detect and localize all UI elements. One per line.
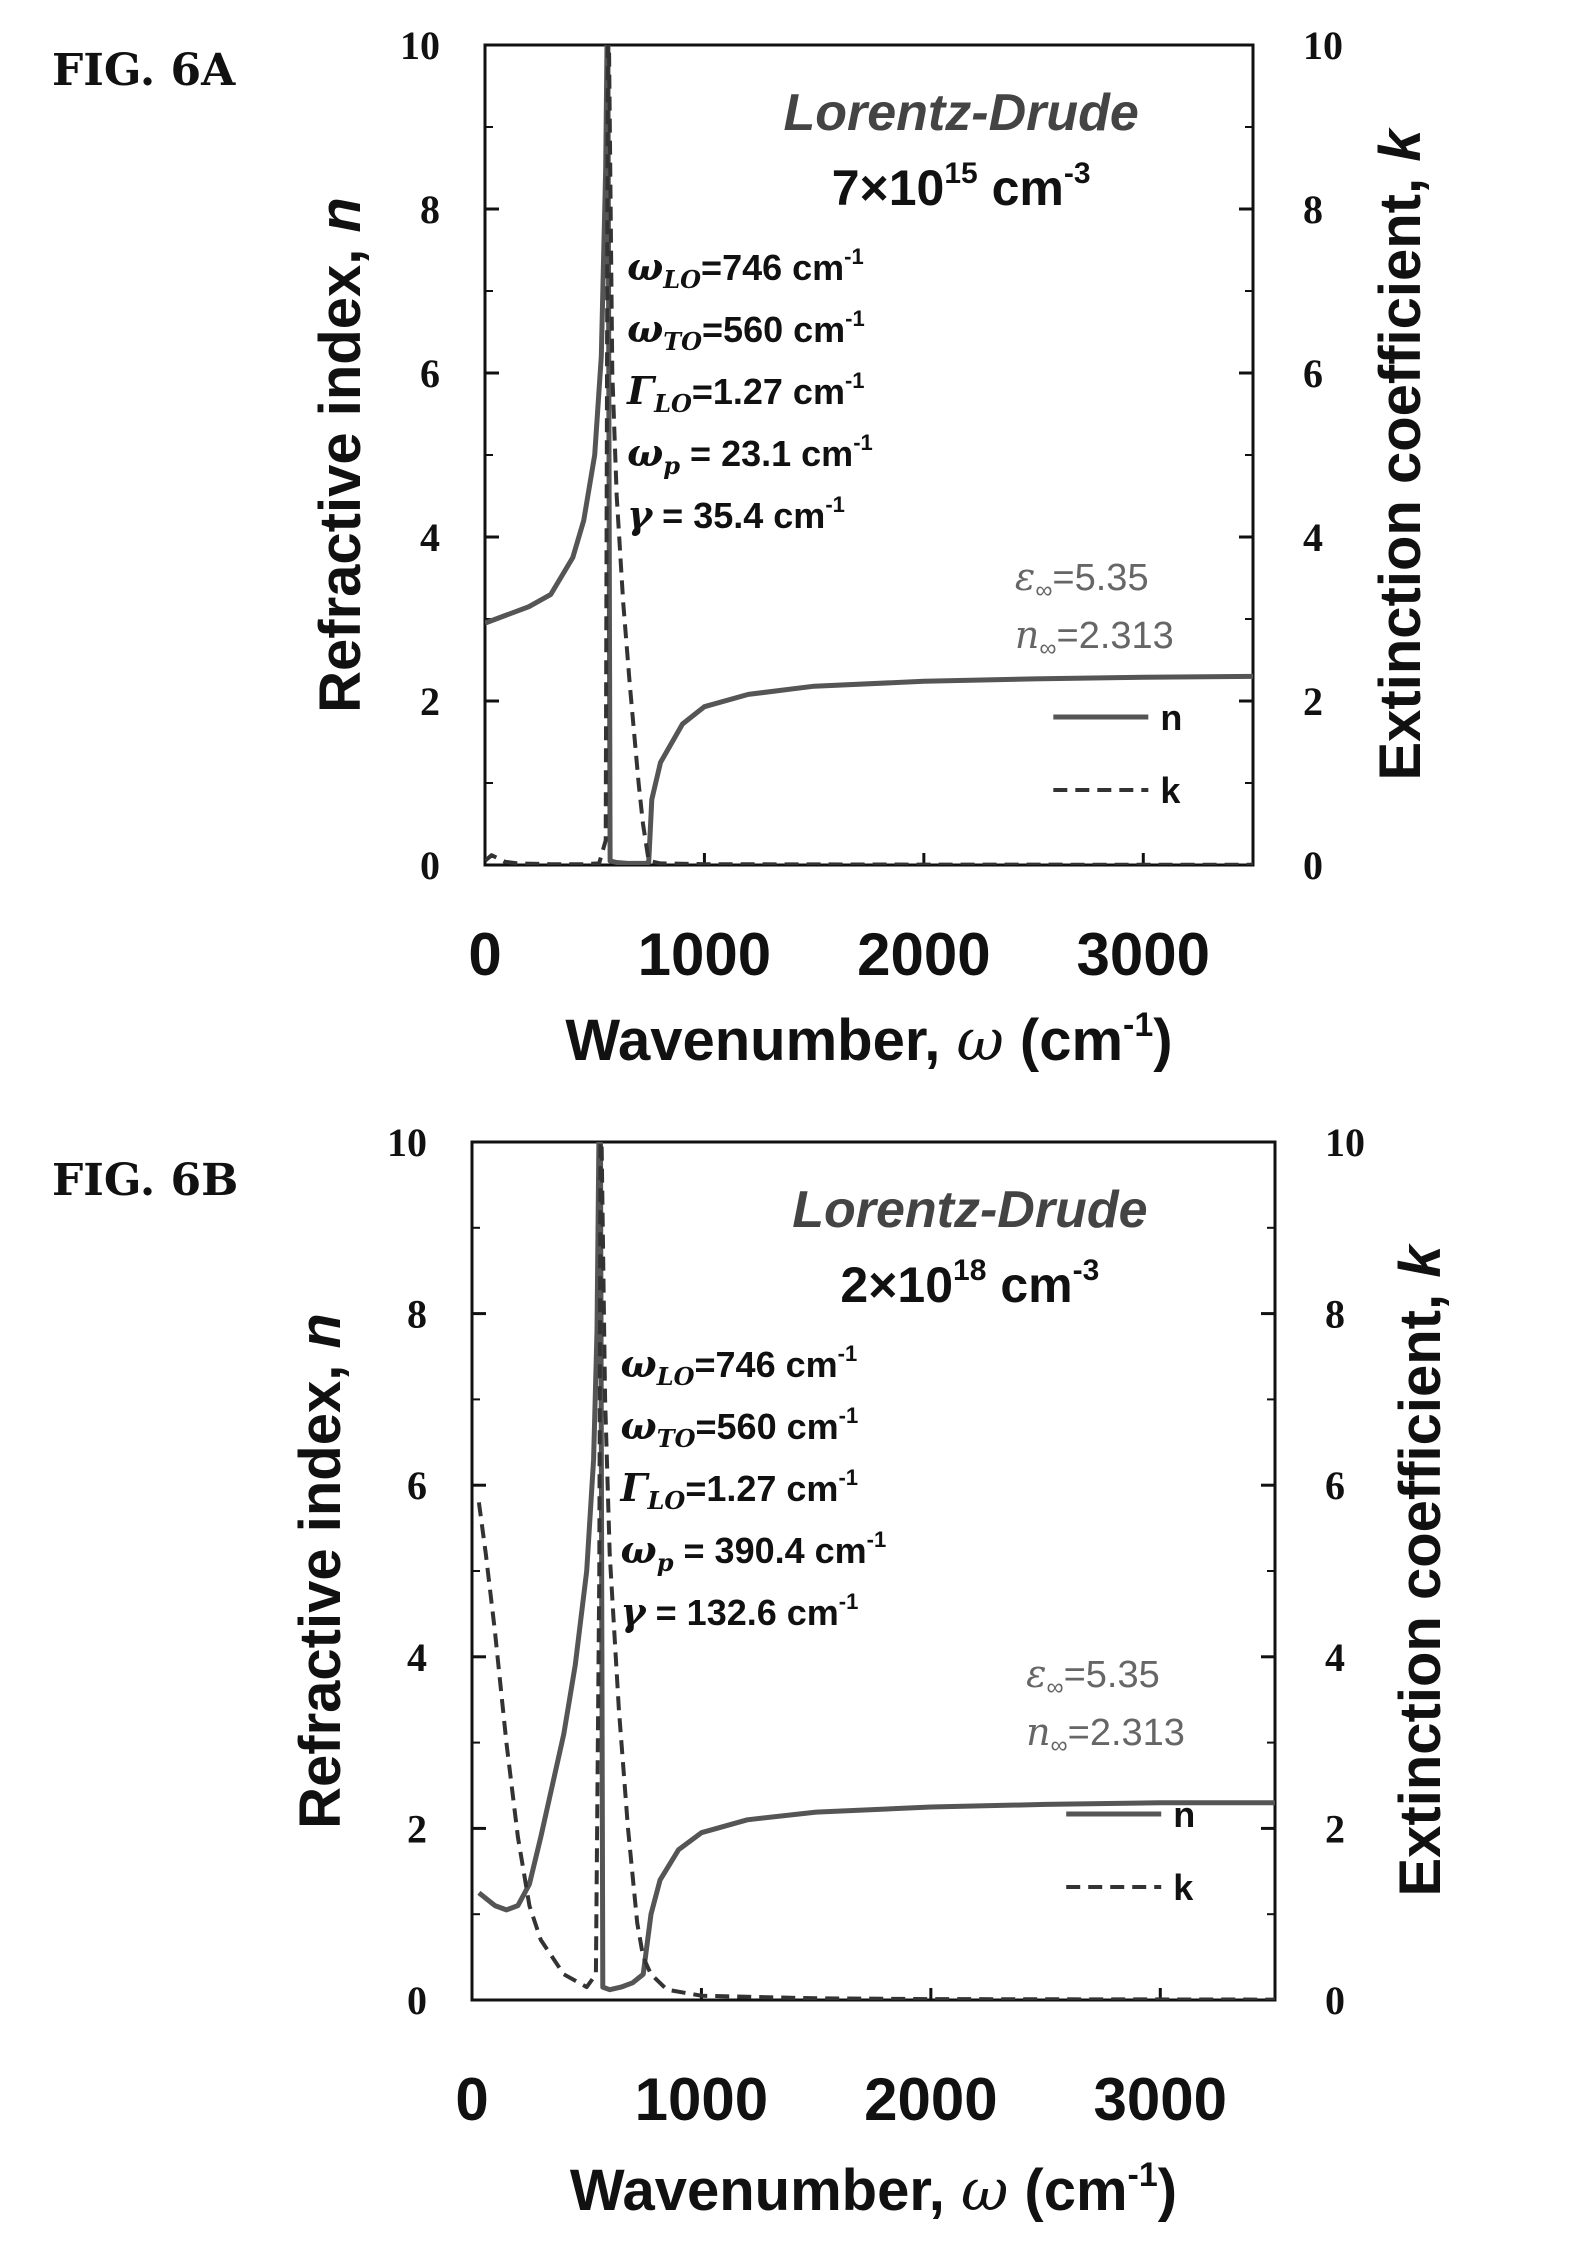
legend-label-n: n xyxy=(1160,697,1182,738)
legend-label-k: k xyxy=(1160,770,1181,811)
parameter-label: ωLO=746 cm-1 xyxy=(627,244,864,294)
figure-label: FIG. 6A xyxy=(52,45,236,96)
parameter-label: ΓLO=1.27 cm-1 xyxy=(620,1465,858,1515)
series-group xyxy=(485,45,1253,865)
plot-title: Lorentz-Drude xyxy=(783,84,1138,142)
parameter-label: ΓLO=1.27 cm-1 xyxy=(626,368,864,418)
constant-label: n∞=2.313 xyxy=(1015,613,1174,662)
y-tick-label-left: 8 xyxy=(420,187,440,232)
x-tick-label: 3000 xyxy=(1094,2066,1227,2133)
y-tick-label-left: 2 xyxy=(407,1806,427,1851)
y-axis-title-left: Refractive index, n xyxy=(308,197,373,713)
parameter-label: ωLO=746 cm-1 xyxy=(621,1341,858,1391)
y-tick-label-left: 8 xyxy=(407,1292,427,1337)
parameter-label: γ = 35.4 cm-1 xyxy=(627,492,845,537)
y-tick-label-left: 6 xyxy=(420,351,440,396)
parameter-label: ωp = 23.1 cm-1 xyxy=(627,430,873,480)
y-tick-label-right: 8 xyxy=(1303,187,1323,232)
y-tick-label-right: 4 xyxy=(1325,1635,1345,1680)
y-tick-label-right: 0 xyxy=(1325,1978,1345,2023)
y-tick-label-left: 2 xyxy=(420,679,440,724)
y-axis-title-left: Refractive index, n xyxy=(288,1313,353,1829)
x-tick-label: 1000 xyxy=(635,2066,768,2133)
y-tick-label-right: 2 xyxy=(1325,1806,1345,1851)
y-tick-label-left: 0 xyxy=(420,843,440,888)
x-tick-label: 0 xyxy=(455,2066,488,2133)
y-tick-label-right: 4 xyxy=(1303,515,1323,560)
parameter-label: ωTO=560 cm-1 xyxy=(621,1403,859,1453)
y-tick-label-right: 2 xyxy=(1303,679,1323,724)
x-axis-title: Wavenumber, ω (cm-1) xyxy=(570,2156,1177,2224)
x-tick-label: 3000 xyxy=(1077,921,1210,988)
x-axis-title: Wavenumber, ω (cm-1) xyxy=(565,1006,1172,1074)
figure-label: FIG. 6B xyxy=(52,1155,238,1206)
y-tick-label-left: 10 xyxy=(400,23,440,68)
y-tick-label-right: 10 xyxy=(1325,1120,1365,1165)
chart-panel-1: FIG. 6A0 02 24 46 68 810 100 1000 2000 3000Wavenu… xyxy=(52,23,1433,1074)
plot-title: Lorentz-Drude xyxy=(792,1181,1147,1239)
constant-label: ε∞=5.35 xyxy=(1026,1652,1160,1701)
x-tick-label: 0 xyxy=(468,921,501,988)
constant-label: n∞=2.313 xyxy=(1026,1710,1185,1759)
series-line-n xyxy=(485,45,1253,865)
y-tick-label-right: 6 xyxy=(1303,351,1323,396)
y-tick-label-left: 4 xyxy=(407,1635,427,1680)
legend-label-n: n xyxy=(1173,1794,1195,1835)
x-tick-label: 2000 xyxy=(864,2066,997,2133)
y-tick-label-left: 0 xyxy=(407,1978,427,2023)
plot-subtitle: 2×1018 cm-3 xyxy=(840,1254,1099,1313)
x-tick-label: 2000 xyxy=(857,921,990,988)
y-tick-label-left: 6 xyxy=(407,1463,427,1508)
parameter-label: γ = 132.6 cm-1 xyxy=(621,1589,859,1634)
y-tick-label-right: 0 xyxy=(1303,843,1323,888)
y-tick-label-right: 8 xyxy=(1325,1292,1345,1337)
series-line-n xyxy=(477,1142,1275,1993)
y-tick-label-left: 10 xyxy=(387,1120,427,1165)
y-tick-label-left: 4 xyxy=(420,515,440,560)
y-tick-label-right: 6 xyxy=(1325,1463,1345,1508)
parameter-label: ωp = 390.4 cm-1 xyxy=(621,1527,887,1577)
series-line-k xyxy=(476,1142,1275,2000)
constant-label: ε∞=5.35 xyxy=(1015,555,1149,604)
y-axis-title-right: Extinction coefficient, k xyxy=(1368,127,1433,781)
x-tick-label: 1000 xyxy=(638,921,771,988)
parameter-label: ωTO=560 cm-1 xyxy=(627,306,865,356)
chart-panel-2: FIG. 6B0 02 24 46 68 810 100 1000 2000 3000Wavenu… xyxy=(52,1120,1453,2224)
legend-label-k: k xyxy=(1173,1867,1194,1908)
plot-subtitle: 7×1015 cm-3 xyxy=(832,157,1091,216)
y-axis-title-right: Extinction coefficient, k xyxy=(1388,1243,1453,1897)
series-line-k xyxy=(485,45,1253,865)
y-tick-label-right: 10 xyxy=(1303,23,1343,68)
series-group xyxy=(476,1142,1275,2000)
